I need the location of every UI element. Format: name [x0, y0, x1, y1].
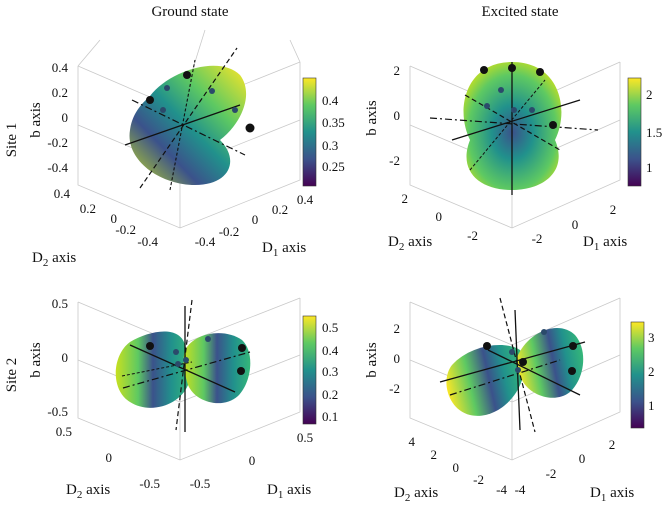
colorbar-tick: 0.4 — [322, 93, 339, 108]
surface-lobes — [129, 65, 247, 185]
b-tick: 0 — [394, 351, 401, 366]
colorbar-tick: 2 — [648, 364, 655, 379]
colorbar-tick: 0.3 — [322, 138, 338, 153]
d1-tick: -2 — [546, 466, 557, 481]
d1-tick: -0.4 — [195, 234, 216, 249]
d1-tick: 0 — [249, 453, 256, 468]
b-tick: 0 — [62, 350, 69, 365]
b-tick: -0.2 — [47, 135, 68, 150]
d1-tick: 0 — [572, 217, 579, 232]
dipole-lines — [121, 299, 251, 432]
b-axis-label: b axis — [364, 100, 380, 136]
d2-tick: -0.5 — [139, 476, 160, 491]
d2-axis-label: D2 axis — [32, 250, 76, 269]
d1-tick: 0.2 — [272, 202, 288, 217]
dipole-lines — [124, 47, 246, 191]
b-tick: 0 — [394, 108, 401, 123]
d2-tick: 4 — [409, 434, 416, 449]
d1-tick: 0.5 — [297, 430, 313, 445]
d2-axis-label: D2 axis — [394, 485, 438, 504]
colorbar-tick: 2 — [646, 87, 653, 102]
surface-lobe-right — [183, 333, 251, 404]
d2-tick: 0 — [111, 211, 118, 226]
colorbar-tick: 1 — [646, 160, 653, 175]
colorbar-tick: 0.2 — [322, 387, 338, 402]
d2-tick: 0 — [453, 460, 460, 475]
colorbar-tick: 1 — [648, 398, 655, 413]
d2-axis-label: D2 axis — [66, 482, 110, 501]
b-axis-label: b axis — [364, 342, 380, 378]
row-title-site1: Site 1 — [4, 123, 20, 158]
colorbar-tick: 0.25 — [322, 159, 345, 174]
d2-tick: 0.2 — [80, 201, 96, 216]
b-axis-label: b axis — [28, 342, 44, 378]
atom-markers — [483, 329, 577, 375]
b-tick: 0.2 — [52, 85, 68, 100]
panel-site2-ground: 0.5 0 -0.5 b axis 0.5 0 -0.5 D2 axis -0.… — [28, 296, 339, 501]
colorbar-tick: 0.3 — [322, 364, 338, 379]
b-tick: 0.5 — [52, 296, 68, 311]
atom-markers — [146, 336, 246, 375]
b-tick: -0.5 — [47, 404, 68, 419]
panel-site2-excited: 2 0 -2 b axis 4 2 0 -2 -4 D2 axis -4 -2 … — [364, 297, 655, 504]
d2-tick: -2 — [473, 472, 484, 487]
d1-tick: 0.4 — [297, 192, 314, 207]
colorbar — [302, 77, 317, 187]
d1-tick: 2 — [609, 437, 616, 452]
d1-axis-label: D1 axis — [583, 234, 627, 253]
atom-markers — [146, 71, 255, 133]
b-tick: -0.4 — [47, 160, 68, 175]
colorbar — [630, 321, 645, 429]
column-title-excited: Excited state — [481, 4, 558, 20]
colorbar-tick: 0.5 — [322, 320, 338, 335]
row-title-site2: Site 2 — [4, 358, 20, 393]
b-tick: 2 — [394, 321, 401, 336]
d1-tick: -4 — [515, 482, 526, 497]
d2-tick: -0.4 — [137, 234, 158, 249]
b-tick: 0.4 — [52, 60, 69, 75]
d1-tick: 0 — [252, 212, 259, 227]
b-axis-label: b axis — [28, 102, 44, 138]
colorbar-tick: 3 — [648, 330, 655, 345]
d1-axis-label: D1 axis — [590, 485, 634, 504]
d1-tick: 2 — [610, 202, 617, 217]
column-title-ground: Ground state — [151, 4, 228, 20]
d2-tick: 2 — [431, 447, 438, 462]
surface-lobe-left — [446, 345, 525, 416]
d2-tick: 0 — [436, 209, 443, 224]
d2-tick: 0.4 — [54, 186, 71, 201]
panel-site1-excited: 2 0 -2 b axis 2 0 -2 D2 axis -2 0 2 D1 a… — [364, 61, 662, 253]
surface-lobe-right — [516, 327, 584, 398]
d1-tick: -2 — [532, 231, 543, 246]
colorbar-tick: 0.4 — [322, 343, 339, 358]
b-tick: -2 — [389, 153, 400, 168]
d2-tick: -2 — [467, 228, 478, 243]
b-tick: 2 — [394, 63, 401, 78]
d2-tick: 0 — [106, 450, 113, 465]
d2-tick: -0.2 — [115, 222, 136, 237]
panel-site1-ground: 0.4 0.2 0 -0.2 -0.4 b axis 0.4 0.2 0 -0.… — [28, 29, 345, 269]
colorbar — [302, 315, 317, 425]
colorbar — [627, 77, 642, 187]
d1-tick: 0 — [579, 451, 586, 466]
d1-axis-label: D1 axis — [267, 482, 311, 501]
d1-axis-label: D1 axis — [262, 240, 306, 259]
colorbar-tick: 0.1 — [322, 409, 338, 424]
colorbar-tick: 1.5 — [646, 125, 662, 140]
dipole-lines — [429, 62, 599, 195]
d2-tick: 2 — [402, 191, 409, 206]
d1-tick: -0.5 — [190, 476, 211, 491]
d2-tick: 0.5 — [56, 424, 72, 439]
d1-tick: -0.2 — [219, 224, 240, 239]
d2-tick: -4 — [496, 482, 507, 497]
b-tick: 0 — [62, 110, 69, 125]
colorbar-tick: 0.35 — [322, 115, 345, 130]
atom-markers — [480, 64, 557, 129]
b-tick: -2 — [389, 381, 400, 396]
d2-axis-label: D2 axis — [388, 234, 432, 253]
